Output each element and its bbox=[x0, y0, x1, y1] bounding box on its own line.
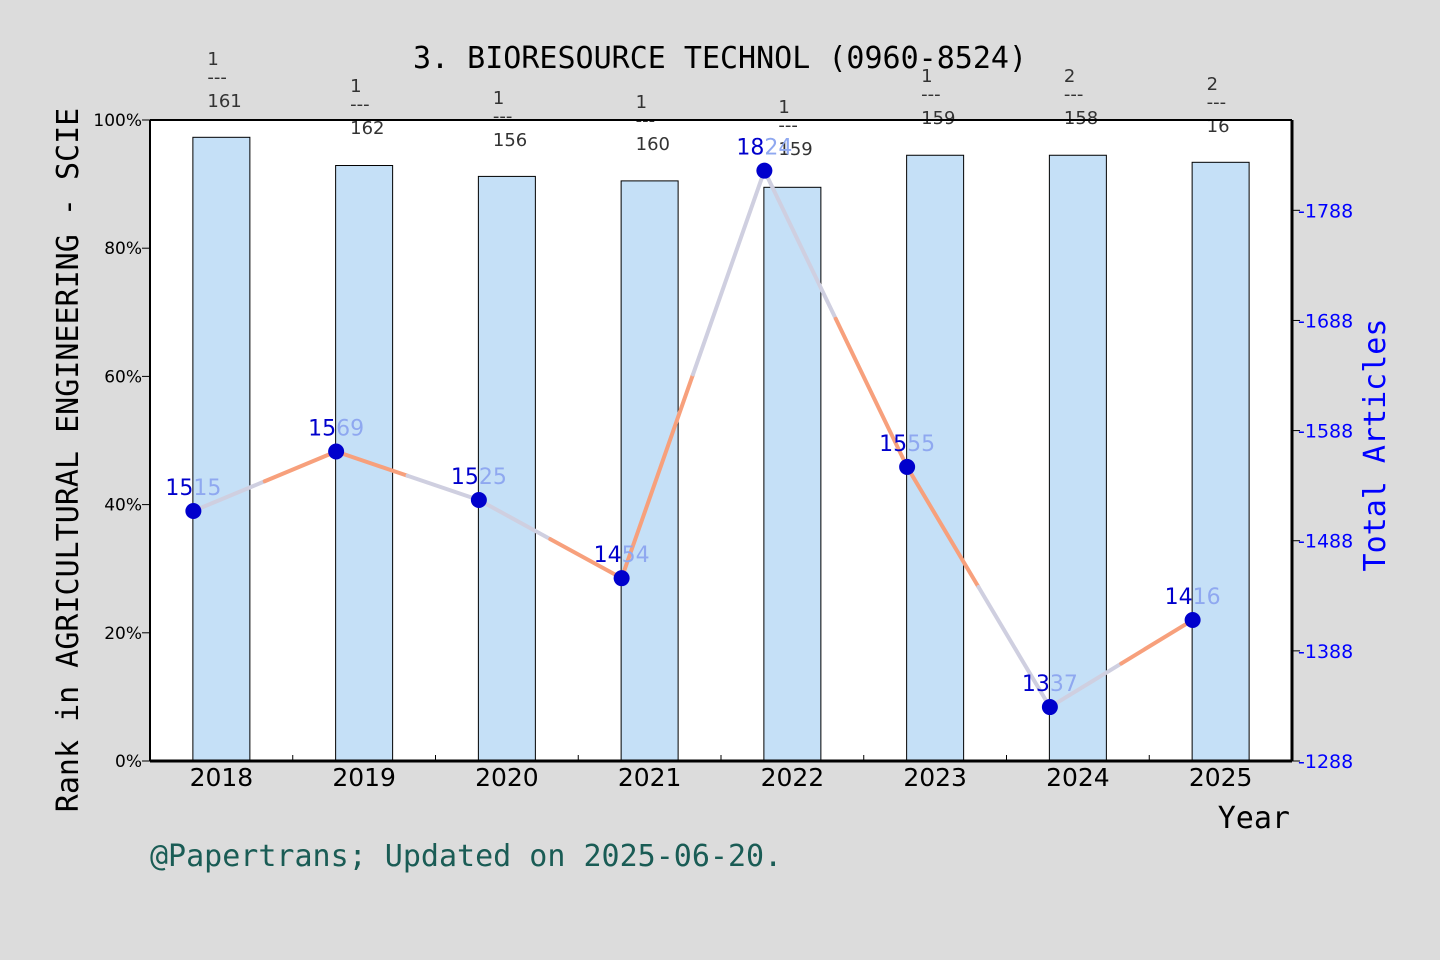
y-tick-label: 0% bbox=[115, 752, 142, 772]
y2-tick-label: -1588 bbox=[1298, 421, 1353, 443]
fraction-numerator: 1 bbox=[636, 92, 647, 113]
line-segment bbox=[833, 316, 910, 469]
fraction-denominator: 161 bbox=[207, 91, 241, 112]
line-segment bbox=[262, 449, 339, 484]
line-value-label-2024: 1337 bbox=[1022, 672, 1078, 697]
fraction-separator: --- bbox=[778, 115, 798, 136]
x-axis-label: Year bbox=[1218, 801, 1290, 836]
bar-2025 bbox=[1191, 161, 1250, 762]
y2-tick-label: -1788 bbox=[1298, 200, 1353, 222]
y-tick-label: 20% bbox=[104, 624, 142, 644]
line-segment bbox=[191, 479, 267, 513]
line-value-label-2022: 1824 bbox=[736, 136, 792, 161]
fraction-separator: --- bbox=[207, 67, 227, 88]
line-point-2021 bbox=[613, 570, 630, 587]
fraction-numerator: 1 bbox=[921, 66, 932, 87]
fraction-label-2024: 2--- 158 bbox=[1064, 66, 1098, 129]
line-segment bbox=[976, 584, 1052, 710]
line-segment bbox=[762, 168, 838, 321]
bar-2024 bbox=[1048, 154, 1107, 762]
bar-2018 bbox=[192, 136, 251, 762]
line-segment bbox=[334, 449, 410, 478]
fraction-denominator: 159 bbox=[778, 139, 812, 160]
x-tick-label-2018: 2018 bbox=[190, 763, 254, 792]
bar-2023 bbox=[906, 154, 965, 762]
fraction-denominator: 156 bbox=[493, 130, 527, 151]
y-tick-label: 60% bbox=[104, 367, 142, 387]
x-tick-label-2020: 2020 bbox=[475, 763, 539, 792]
line-segment bbox=[905, 464, 981, 589]
fraction-denominator: 158 bbox=[1064, 108, 1098, 129]
line-point-2019 bbox=[328, 443, 345, 460]
line-point-2020 bbox=[470, 491, 487, 508]
fraction-label-2025: 2--- 16 bbox=[1207, 74, 1230, 137]
line-point-2018 bbox=[185, 502, 202, 519]
line-segment bbox=[476, 497, 553, 542]
fraction-numerator: 1 bbox=[493, 88, 504, 109]
line-point-2024 bbox=[1041, 699, 1058, 716]
y2-tick-label: -1488 bbox=[1298, 531, 1353, 553]
fraction-denominator: 16 bbox=[1207, 116, 1230, 137]
fraction-label-2023: 1--- 159 bbox=[921, 66, 955, 129]
line-value-label-2020: 1525 bbox=[451, 465, 507, 490]
fraction-numerator: 2 bbox=[1207, 74, 1218, 95]
fraction-labels: 1---1611---1621---1561---1601---1591---1… bbox=[207, 49, 1229, 160]
line-segment bbox=[619, 372, 695, 581]
x-tick-label-2024: 2024 bbox=[1046, 763, 1110, 792]
y2-tick-label: -1688 bbox=[1298, 310, 1353, 332]
line-segment bbox=[548, 537, 624, 581]
bars-layer bbox=[192, 136, 1250, 762]
fraction-numerator: 1 bbox=[207, 49, 218, 70]
fraction-separator: --- bbox=[1064, 84, 1084, 105]
y-tick-label: 100% bbox=[93, 111, 142, 131]
x-tick-label-2023: 2023 bbox=[903, 763, 967, 792]
y2-tick-label: -1288 bbox=[1298, 751, 1353, 773]
bar-2020 bbox=[477, 175, 536, 762]
x-tick-label-2021: 2021 bbox=[618, 763, 682, 792]
fraction-separator: --- bbox=[1207, 92, 1227, 113]
line-point-2025 bbox=[1184, 612, 1201, 629]
x-tick-label-2025: 2025 bbox=[1189, 763, 1253, 792]
bar-2021 bbox=[620, 180, 679, 762]
y2-tick-label: -1388 bbox=[1298, 641, 1353, 663]
fraction-numerator: 1 bbox=[350, 76, 361, 97]
fraction-separator: --- bbox=[350, 94, 370, 115]
tick-labels: 0% 20% 40% 60% 80% 100% -1288 -1388 -1488 -1588 -1… bbox=[93, 111, 1353, 792]
fraction-denominator: 159 bbox=[921, 108, 955, 129]
line-segment bbox=[1047, 661, 1124, 710]
y-tick-label: 40% bbox=[104, 496, 142, 516]
line-value-label-2019: 1569 bbox=[308, 417, 364, 442]
x-tick-label-2022: 2022 bbox=[761, 763, 825, 792]
line-segment bbox=[1119, 618, 1195, 666]
fraction-label-2018: 1--- 161 bbox=[207, 49, 241, 112]
x-tick-label-2019: 2019 bbox=[332, 763, 396, 792]
bar-2019 bbox=[335, 165, 394, 762]
fraction-separator: --- bbox=[493, 106, 513, 127]
y-tick-label: 80% bbox=[104, 239, 142, 259]
y2-axis-label: Total Articles bbox=[1358, 319, 1393, 572]
fraction-numerator: 2 bbox=[1064, 66, 1075, 87]
line-segment bbox=[691, 168, 767, 377]
fraction-numerator: 1 bbox=[778, 97, 789, 118]
chart-title: 3. BIORESOURCE TECHNOL (0960-8524) bbox=[413, 41, 1027, 76]
line-value-label-2021: 1454 bbox=[594, 543, 650, 568]
fraction-label-2019: 1--- 162 bbox=[350, 76, 384, 139]
line-value-label-2025: 1416 bbox=[1165, 585, 1221, 610]
fraction-denominator: 160 bbox=[636, 134, 670, 155]
line-segment bbox=[405, 473, 481, 502]
fraction-denominator: 162 bbox=[350, 118, 384, 139]
y-axis-label: Rank in AGRICULTURAL ENGINEERING - SCIE bbox=[51, 108, 86, 812]
fraction-label-2020: 1--- 156 bbox=[493, 88, 527, 151]
line-point-2023 bbox=[899, 458, 916, 475]
line-point-2022 bbox=[756, 162, 773, 179]
line-value-label-2018: 1515 bbox=[165, 476, 221, 501]
fraction-separator: --- bbox=[921, 84, 941, 105]
line-layer: 1515 1569 1525 1454 1824 1555 1337 1416 bbox=[165, 136, 1221, 716]
footer-note: @Papertrans; Updated on 2025-06-20. bbox=[150, 839, 782, 874]
line-value-label-2023: 1555 bbox=[879, 432, 935, 457]
